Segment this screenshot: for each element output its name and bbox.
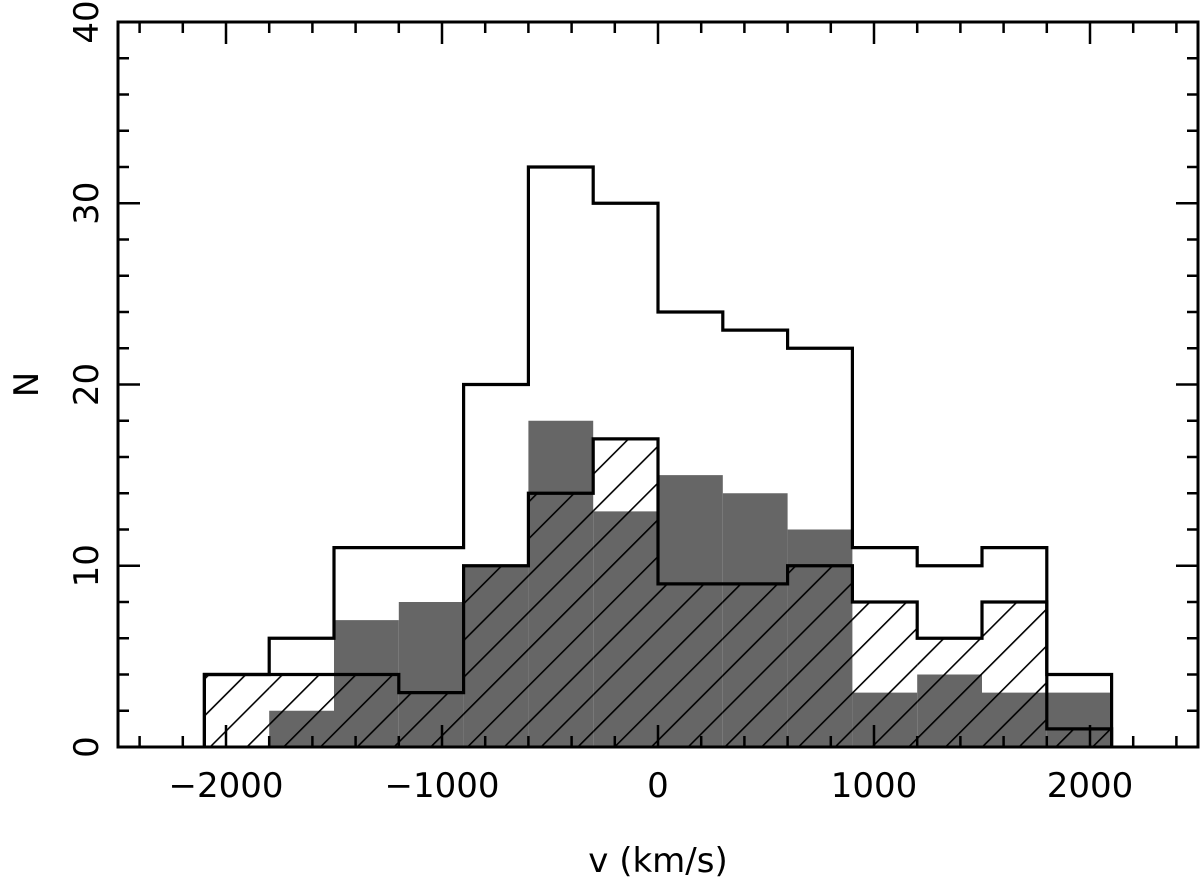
x-tick-labels: −2000 −1000 0 1000 2000: [168, 766, 1133, 806]
hatched-bar: [852, 602, 918, 747]
hatched-bar: [787, 565, 853, 747]
y-tick-label: 10: [67, 544, 107, 587]
y-tick-labels: 0 10 20 30 40: [67, 0, 107, 757]
hatched-bar: [593, 438, 658, 747]
hatched-series-outline: [202, 437, 1114, 747]
hatched-bar: [204, 674, 270, 747]
hatched-series-layer: [202, 437, 1114, 747]
axis-ticks: [118, 20, 1198, 749]
x-tick-label: 1000: [831, 766, 918, 806]
outline-series-layer: [202, 165, 1114, 747]
x-axis-title: v (km/s): [588, 841, 727, 881]
hatched-bar: [334, 674, 399, 747]
y-tick-label: 30: [67, 182, 107, 225]
y-axis-title: N: [7, 372, 47, 397]
hatched-bar: [463, 565, 529, 747]
y-tick-label: 20: [67, 363, 107, 406]
hatched-bar: [269, 674, 334, 747]
y-tick-label: 0: [67, 736, 107, 758]
hatched-bar: [658, 583, 723, 747]
x-tick-label: 0: [647, 766, 669, 806]
x-tick-label: −2000: [168, 766, 283, 806]
hatched-bar: [398, 692, 464, 747]
x-tick-label: 2000: [1047, 766, 1134, 806]
x-tick-label: −1000: [384, 766, 499, 806]
y-tick-label: 40: [67, 0, 107, 43]
hatched-bar: [722, 583, 788, 747]
hatched-bar: [1046, 728, 1112, 747]
hatched-bar: [982, 602, 1047, 747]
hatched-bar: [528, 493, 594, 747]
outline-series-line: [202, 165, 1114, 747]
hatched-bar: [917, 638, 982, 747]
